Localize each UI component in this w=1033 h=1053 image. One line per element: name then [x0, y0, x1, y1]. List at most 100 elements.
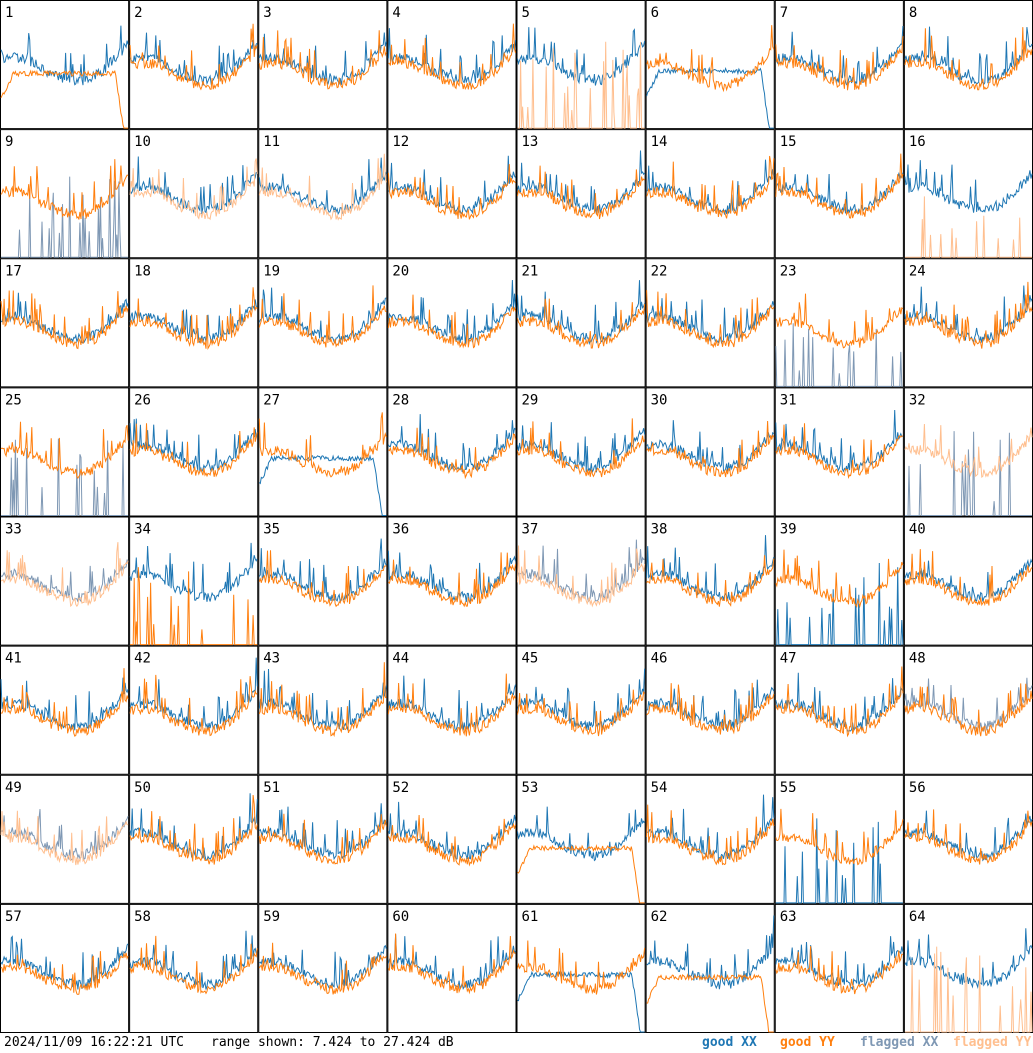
yy-series-63 — [775, 946, 903, 995]
panel-label: 6 — [651, 5, 659, 21]
panel-label: 58 — [134, 909, 151, 925]
yy-series-15 — [775, 153, 904, 219]
yy-series-4 — [388, 23, 516, 91]
panel-label: 50 — [134, 780, 151, 796]
panel-frame — [774, 516, 904, 646]
panel-label: 34 — [134, 522, 151, 538]
panel-label: 64 — [909, 909, 926, 925]
panel-label: 63 — [780, 909, 797, 925]
panel-frame — [774, 129, 904, 259]
yy-series-28 — [388, 427, 516, 480]
panel-36: 36 — [387, 516, 517, 646]
yy-series-61 — [517, 940, 646, 995]
panel-34: 34 — [129, 516, 259, 646]
panel-53: 53 — [516, 774, 646, 904]
yy-series-50 — [129, 794, 258, 865]
panel-label: 46 — [651, 651, 668, 667]
xx-series-19 — [258, 287, 387, 344]
yy-series-34 — [130, 567, 258, 646]
yy-series-38 — [646, 555, 775, 607]
panel-label: 26 — [134, 392, 151, 408]
panel-48: 48 — [903, 645, 1033, 775]
panel-4: 4 — [387, 0, 517, 130]
panel-label: 36 — [392, 522, 409, 538]
panel-label: 21 — [522, 263, 539, 279]
panel-49: 49 — [0, 774, 130, 904]
yy-series-8 — [904, 27, 1033, 91]
yy-series-35 — [258, 550, 387, 608]
panel-label: 48 — [909, 651, 926, 667]
panel-label: 55 — [780, 780, 797, 796]
panel-28: 28 — [387, 387, 517, 517]
xx-series-47 — [775, 672, 904, 732]
panel-16: 16 — [903, 129, 1033, 259]
xx-series-23 — [775, 323, 903, 387]
panel-label: 35 — [263, 522, 280, 538]
panel-label: 9 — [5, 134, 13, 150]
xx-series-15 — [775, 171, 904, 215]
panel-11: 11 — [258, 129, 388, 259]
panel-26: 26 — [129, 387, 259, 517]
panel-label: 19 — [263, 263, 280, 279]
yy-series-1 — [0, 69, 129, 129]
panel-frame — [387, 0, 517, 130]
panel-18: 18 — [129, 258, 259, 388]
panel-22: 22 — [645, 258, 775, 388]
panel-label: 28 — [392, 392, 409, 408]
panel-label: 53 — [522, 780, 539, 796]
yy-series-37 — [517, 545, 646, 608]
panel-label: 52 — [392, 780, 409, 796]
xx-series-17 — [1, 292, 129, 344]
panel-frame — [0, 0, 130, 130]
panel-44: 44 — [387, 645, 517, 775]
yy-series-52 — [387, 814, 516, 867]
panel-58: 58 — [129, 903, 259, 1033]
yy-series-62 — [646, 973, 774, 1033]
yy-series-14 — [646, 155, 775, 219]
yy-series-58 — [129, 935, 258, 995]
panel-label: 41 — [5, 651, 22, 667]
yy-series-21 — [517, 298, 646, 349]
yy-series-22 — [646, 290, 775, 349]
panel-50: 50 — [129, 774, 259, 904]
panel-63: 63 — [774, 903, 904, 1033]
xx-series-58 — [129, 930, 258, 990]
yy-series-48 — [904, 683, 1033, 737]
panel-6: 6 — [645, 0, 775, 130]
panel-label: 60 — [392, 909, 409, 925]
panel-label: 24 — [909, 263, 926, 279]
panel-label: 38 — [651, 522, 668, 538]
panel-25: 25 — [0, 387, 130, 517]
panel-14: 14 — [645, 129, 775, 259]
panel-label: 11 — [263, 134, 280, 150]
xx-series-9 — [1, 176, 129, 258]
yy-series-27 — [258, 412, 387, 478]
yy-series-5 — [517, 41, 645, 129]
yy-series-53 — [517, 844, 645, 904]
yy-series-12 — [387, 164, 516, 220]
panel-8: 8 — [903, 0, 1033, 130]
panel-60: 60 — [387, 903, 517, 1033]
yy-series-30 — [646, 420, 775, 478]
xx-series-34 — [129, 542, 258, 602]
panel-label: 30 — [651, 392, 668, 408]
panel-label: 23 — [780, 263, 797, 279]
panel-35: 35 — [258, 516, 388, 646]
panel-label: 13 — [522, 134, 539, 150]
yy-series-16 — [904, 196, 1032, 258]
panel-61: 61 — [516, 903, 646, 1033]
yy-series-32 — [904, 423, 1033, 479]
legend-good-xx: good XX — [702, 1035, 757, 1050]
panel-label: 49 — [5, 780, 22, 796]
yy-series-51 — [258, 813, 387, 865]
panel-20: 20 — [387, 258, 517, 388]
xx-series-24 — [904, 285, 1033, 344]
yy-series-25 — [0, 421, 129, 480]
panel-label: 10 — [134, 134, 151, 150]
panel-27: 27 — [258, 387, 388, 517]
panel-62: 62 — [645, 903, 775, 1033]
panel-39: 39 — [774, 516, 904, 646]
panel-label: 44 — [392, 651, 409, 667]
panel-frame — [774, 258, 904, 388]
xx-series-22 — [646, 298, 775, 344]
